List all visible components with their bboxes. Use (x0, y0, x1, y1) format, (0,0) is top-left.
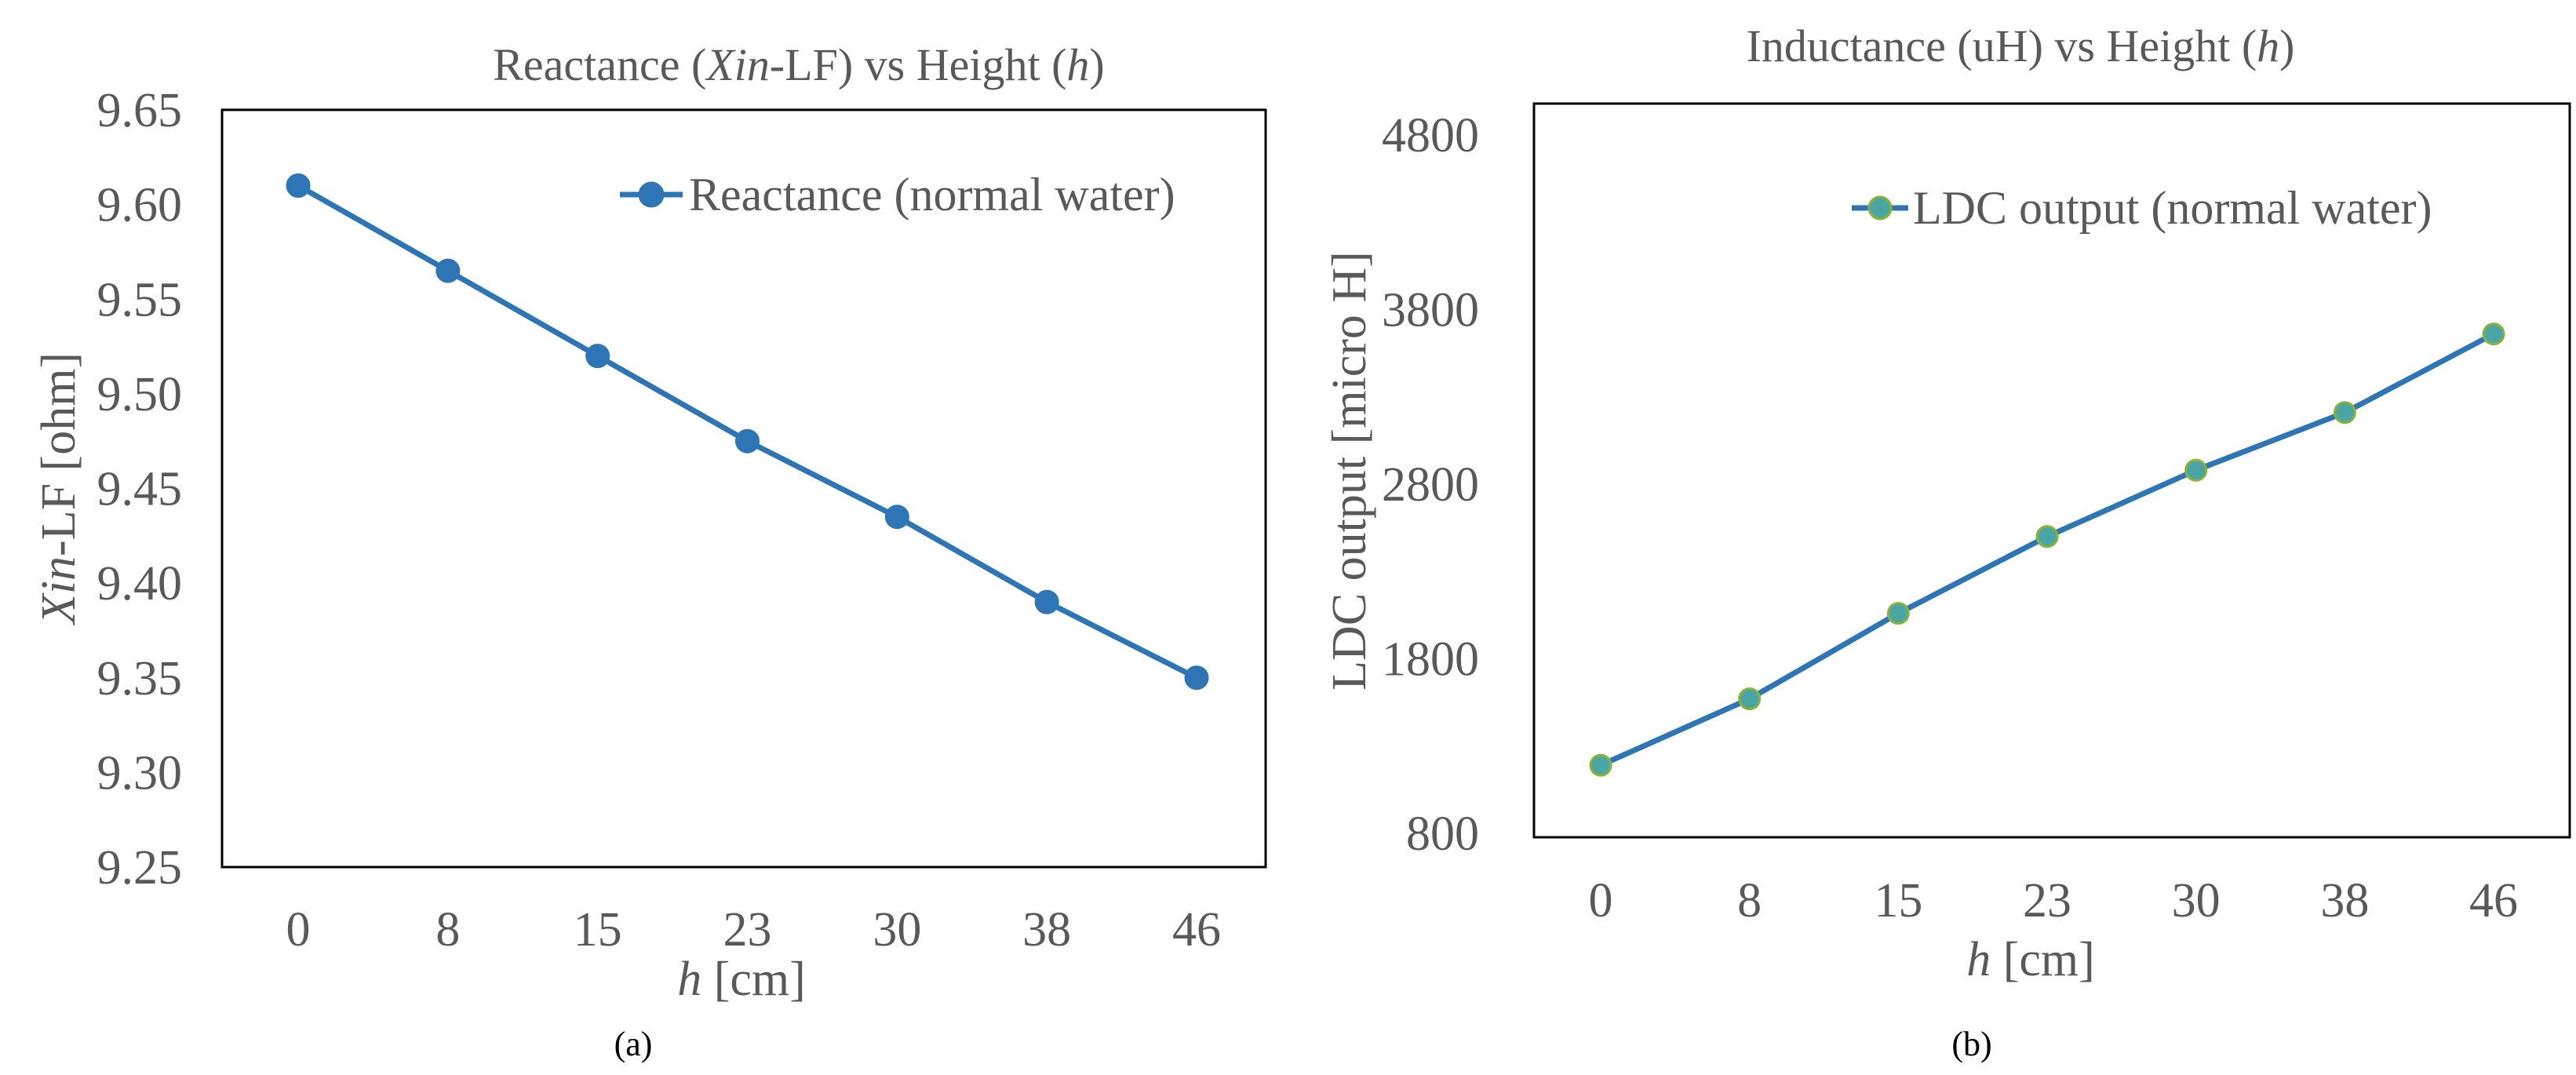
chart-a-y-tick-label: 9.25 (97, 841, 183, 895)
chart-b-y-tick-label: 4800 (1382, 109, 1479, 162)
chart-b-data-point (2184, 458, 2208, 482)
chart-a-data-point (1034, 589, 1059, 614)
chart-a-data-point (286, 173, 311, 198)
chart-b-x-tick-label: 15 (1874, 874, 1922, 927)
chart-b-data-point (2333, 401, 2356, 425)
chart-b-series-line (1598, 331, 2497, 768)
chart-b-data-point (2482, 322, 2505, 346)
chart-a-y-tick-label: 9.35 (97, 652, 183, 705)
chart-b-x-tick-label: 0 (1589, 874, 1613, 927)
chart-b-y-tick-labels: 800 1800 2800 3800 4800 (1382, 109, 1479, 861)
chart-a-y-tick-label: 9.45 (97, 463, 183, 516)
chart-b-y-tick-label: 1800 (1382, 633, 1479, 687)
chart-a-plot-area (220, 108, 1267, 869)
chart-a-y-tick-label: 9.40 (97, 557, 183, 610)
chart-a-y-tick-labels: 9.25 9.30 9.35 9.40 9.45 9.50 9.55 9.60 9.65 (97, 84, 183, 895)
chart-reactance: Reactance (Xin-LF) vs Height (h) 9.25 9.3… (32, 39, 1267, 1063)
chart-a-y-tick-label: 9.55 (97, 273, 183, 326)
chart-a-data-point (884, 505, 909, 530)
chart-b-x-tick-label: 38 (2320, 874, 2369, 927)
chart-a-y-tick-label: 9.30 (97, 746, 183, 800)
chart-b-data-point (1886, 602, 1910, 625)
chart-b-legend-label: LDC output (normal water) (1913, 182, 2432, 234)
chart-b-legend-marker (1867, 195, 1893, 220)
chart-a-y-tick-label: 9.60 (97, 179, 183, 232)
chart-a-x-tick-label: 15 (574, 903, 622, 957)
chart-a-x-tick-label: 46 (1172, 903, 1221, 957)
chart-a-caption: (a) (614, 1025, 653, 1063)
chart-b-data-point (2035, 525, 2059, 548)
chart-a-x-tick-label: 30 (873, 903, 921, 957)
chart-b-data-point (1738, 687, 1762, 711)
chart-b-x-tick-label: 46 (2469, 874, 2518, 927)
chart-b-data-point (1589, 753, 1612, 777)
chart-a-data-point (585, 344, 610, 369)
chart-b-y-tick-label: 800 (1406, 807, 1479, 861)
chart-a-y-tick-label: 9.50 (97, 368, 183, 421)
chart-a-y-tick-label: 9.65 (97, 84, 183, 137)
chart-b-legend: LDC output (normal water) (1852, 182, 2432, 234)
chart-b-y-tick-label: 2800 (1382, 458, 1479, 512)
chart-a-legend-marker (638, 181, 665, 208)
chart-b-series (1589, 322, 2505, 777)
chart-inductance: Inductance (uH) vs Height (h) 800 1800 280… (1323, 20, 2571, 1063)
chart-a-x-tick-label: 38 (1022, 903, 1071, 957)
chart-b-y-axis-label: LDC output [micro H] (1323, 251, 1376, 691)
chart-a-data-point (435, 258, 461, 283)
chart-b-x-tick-label: 23 (2023, 874, 2071, 927)
chart-b-caption: (b) (1951, 1025, 1991, 1063)
chart-a-legend: Reactance (normal water) (620, 169, 1175, 220)
chart-a-series (286, 173, 1209, 691)
chart-a-x-tick-label: 23 (723, 903, 772, 957)
chart-a-x-tick-labels: 0 8 15 23 30 38 46 (286, 903, 1222, 957)
chart-a-data-point (1184, 665, 1209, 691)
chart-b-x-axis-label: h [cm] (1966, 933, 2095, 986)
chart-b-plot-area (1532, 102, 2571, 839)
chart-a-legend-label: Reactance (normal water) (689, 169, 1175, 220)
chart-b-x-tick-labels: 0 8 15 23 30 38 46 (1589, 874, 2519, 927)
chart-b-x-tick-label: 30 (2172, 874, 2221, 927)
chart-a-x-tick-label: 0 (286, 903, 311, 957)
chart-a-x-tick-label: 8 (435, 903, 460, 957)
chart-a-x-axis-label: h [cm] (677, 953, 806, 1006)
chart-a-y-axis-label: Xin-LF [ohm] (32, 352, 86, 626)
chart-b-x-tick-label: 8 (1737, 874, 1762, 927)
chart-a-title: Reactance (Xin-LF) vs Height (h) (493, 39, 1105, 90)
chart-b-y-tick-label: 3800 (1382, 284, 1479, 337)
chart-b-title: Inductance (uH) vs Height (h) (1747, 20, 2295, 71)
chart-a-data-point (735, 428, 760, 454)
